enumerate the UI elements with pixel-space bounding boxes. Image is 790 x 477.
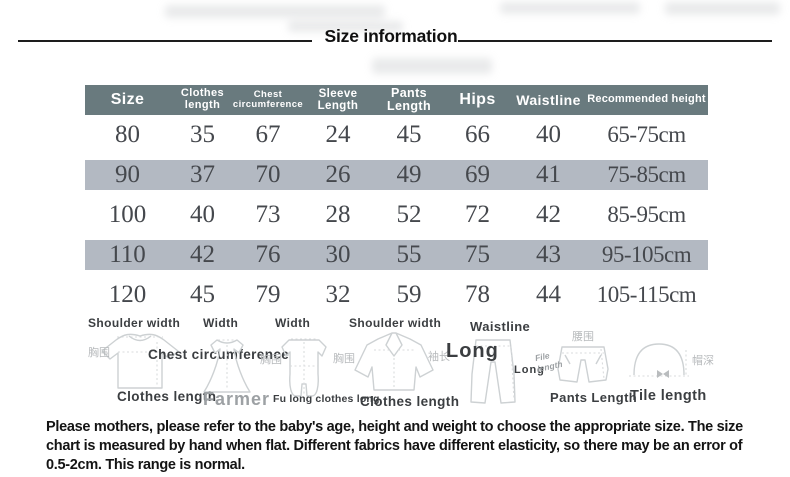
table-cell: 45: [190, 281, 215, 308]
table-cell: 45: [396, 121, 422, 148]
column-header: Sleeve Length: [317, 87, 359, 112]
table-cell: 76: [255, 241, 281, 268]
table-cell: 75: [465, 241, 490, 268]
table-cell: 40: [190, 201, 215, 228]
table-cell: 59: [396, 281, 422, 308]
shorts-diagram-icon: [557, 346, 609, 383]
table-cell: 80: [115, 121, 140, 148]
column-header: Hips: [459, 90, 496, 108]
table-cell: 26: [325, 161, 351, 188]
table-cell: 79: [255, 281, 281, 308]
column-header: Pants Length: [386, 85, 432, 113]
table-cell: 69: [465, 161, 490, 188]
dress-width-label: Width: [203, 316, 239, 330]
tshirt-chest-cn-label: 胸围: [88, 347, 110, 359]
table-cell: 105-115cm: [596, 282, 697, 307]
hat-diagram-icon: [629, 343, 689, 378]
pants-diagram-icon: [470, 339, 516, 404]
table-cell: 75-85cm: [607, 162, 686, 187]
table-cell: 100: [108, 201, 147, 228]
column-header: Size: [110, 90, 145, 108]
table-row: 110 42 76 30 55 75 43 95-105cm: [85, 235, 708, 275]
table-cell: 85-95cm: [607, 202, 686, 227]
table-cell: 41: [536, 161, 561, 188]
table-cell: 30: [325, 241, 351, 268]
watermark-smudge: [165, 5, 385, 18]
table-cell: 95-105cm: [601, 242, 692, 267]
hat-tile-length-label: Tile length: [630, 388, 707, 404]
table-cell: 55: [396, 241, 422, 268]
table-cell: 52: [396, 201, 422, 228]
table-cell: 24: [325, 121, 351, 148]
table-cell: 40: [536, 121, 561, 148]
table-cell: 73: [255, 201, 281, 228]
jacket-diagram-icon: [354, 332, 434, 391]
table-row: 120 45 79 32 59 78 44 105-115cm: [85, 275, 708, 315]
watermark-smudge: [665, 2, 780, 15]
table-cell: 66: [465, 121, 490, 148]
romper-width-label: Width: [275, 316, 311, 330]
shorts-waist-cn-label: 腰围: [572, 331, 594, 343]
hat-depth-cn-label: 帽深: [692, 355, 714, 367]
column-header: Waistline: [516, 91, 581, 108]
title-rule-right: [458, 40, 772, 42]
title-rule-left: [18, 40, 312, 42]
table-cell: 28: [325, 201, 351, 228]
tshirt-clothes-length-label: Clothes length: [117, 389, 217, 404]
page-title: Size information: [324, 26, 458, 46]
watermark-smudge: [288, 21, 403, 32]
jacket-shoulder-width-label: Shoulder width: [349, 316, 442, 330]
column-header: Recommended height: [587, 93, 706, 106]
table-cell: 42: [536, 201, 561, 228]
jacket-chest-cn-label: 胸围: [333, 353, 355, 365]
romper-clothes-long-label: Fu long clothes long: [273, 393, 380, 405]
table-cell: 44: [536, 281, 561, 308]
shorts-pants-length-label: Pants Length: [550, 390, 638, 405]
pants-long-side-label: Long: [514, 364, 545, 376]
table-row: 100 40 73 28 52 72 42 85-95cm: [85, 195, 708, 235]
table-cell: 65-75cm: [607, 122, 686, 147]
table-cell: 120: [108, 281, 147, 308]
pants-long-label: Long: [446, 340, 499, 362]
romper-chest-cn-label: 胸围: [260, 354, 282, 366]
watermark-smudge: [500, 2, 640, 14]
column-header: Chest circumference: [232, 89, 304, 110]
jacket-clothes-length-label: Clothes length: [360, 394, 460, 409]
romper-diagram-icon: [281, 338, 327, 397]
table-header-row: Size Clothes length Chest circumference Sle…: [85, 85, 708, 115]
table-cell: 78: [465, 281, 490, 308]
tshirt-diagram-icon: [101, 333, 179, 389]
table-cell: 43: [536, 241, 561, 268]
table-row: 80 35 67 24 45 66 40 65-75cm: [85, 115, 708, 155]
column-header: Clothes length: [180, 87, 225, 111]
table-cell: 49: [396, 161, 422, 188]
size-note: Please mothers, please refer to the baby…: [46, 419, 743, 473]
table-cell: 37: [190, 161, 215, 188]
pants-waistline-label: Waistline: [470, 319, 531, 334]
table-cell: 67: [255, 121, 281, 148]
table-cell: 90: [115, 161, 140, 188]
table-cell: 72: [465, 201, 490, 228]
table-cell: 70: [255, 161, 281, 188]
size-table: Size Clothes length Chest circumference Sle…: [85, 85, 708, 315]
table-row: 90 37 70 26 49 69 41 75-85cm: [85, 155, 708, 195]
tshirt-shoulder-width-label: Shoulder width: [88, 316, 181, 330]
table-cell: 32: [325, 281, 351, 308]
dress-farmer-label: Farmer: [203, 389, 271, 409]
watermark-smudge: [372, 58, 492, 74]
table-cell: 42: [190, 241, 215, 268]
jacket-sleeve-cn-label: 袖长: [428, 351, 450, 363]
table-cell: 35: [190, 121, 215, 148]
dress-diagram-icon: [203, 339, 251, 393]
table-cell: 110: [109, 241, 146, 268]
